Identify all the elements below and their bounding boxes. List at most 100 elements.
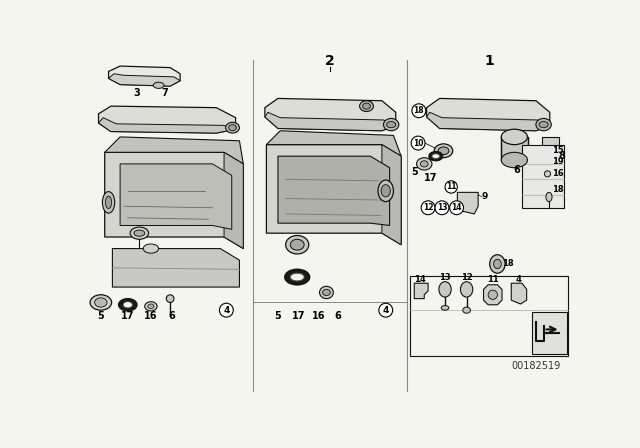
Ellipse shape — [95, 298, 107, 307]
Ellipse shape — [420, 161, 428, 167]
Polygon shape — [266, 145, 401, 245]
Text: 16: 16 — [552, 169, 563, 178]
Text: 17: 17 — [424, 173, 437, 183]
Circle shape — [421, 201, 435, 215]
Ellipse shape — [378, 180, 394, 202]
Text: 17: 17 — [292, 310, 305, 321]
Text: 11: 11 — [487, 275, 499, 284]
Polygon shape — [542, 137, 559, 152]
Text: 16: 16 — [312, 310, 326, 321]
Polygon shape — [105, 137, 243, 164]
Ellipse shape — [501, 129, 527, 145]
Polygon shape — [99, 118, 236, 133]
Ellipse shape — [545, 171, 550, 177]
Ellipse shape — [435, 144, 452, 158]
Text: 7: 7 — [161, 88, 168, 98]
Ellipse shape — [166, 295, 174, 302]
Text: 8: 8 — [559, 151, 566, 161]
Text: 14: 14 — [451, 203, 462, 212]
Circle shape — [445, 181, 458, 193]
Text: 12: 12 — [423, 203, 433, 212]
Ellipse shape — [546, 192, 552, 202]
Polygon shape — [265, 112, 396, 131]
Ellipse shape — [291, 239, 304, 250]
Ellipse shape — [493, 259, 501, 269]
Text: 18: 18 — [502, 259, 513, 268]
Ellipse shape — [387, 121, 396, 128]
Polygon shape — [120, 164, 232, 229]
Text: 4: 4 — [223, 306, 230, 314]
Polygon shape — [109, 74, 180, 86]
Polygon shape — [484, 285, 502, 305]
Text: 14: 14 — [415, 275, 426, 284]
Polygon shape — [113, 249, 239, 287]
Polygon shape — [105, 152, 243, 249]
Circle shape — [220, 303, 234, 317]
Text: 5: 5 — [275, 310, 282, 321]
Polygon shape — [265, 99, 396, 131]
Ellipse shape — [228, 125, 236, 131]
Polygon shape — [99, 106, 236, 133]
Ellipse shape — [501, 152, 527, 168]
Ellipse shape — [323, 289, 330, 296]
Circle shape — [450, 201, 463, 215]
Text: 6: 6 — [513, 165, 520, 175]
FancyBboxPatch shape — [532, 312, 566, 354]
Ellipse shape — [148, 304, 154, 309]
Text: 19: 19 — [552, 157, 563, 166]
Text: 17: 17 — [121, 310, 134, 321]
Text: 4: 4 — [516, 275, 522, 284]
Ellipse shape — [118, 299, 137, 311]
Ellipse shape — [102, 192, 115, 213]
Text: 13: 13 — [439, 273, 451, 282]
Polygon shape — [382, 145, 401, 245]
Ellipse shape — [123, 302, 132, 308]
Polygon shape — [266, 131, 401, 156]
Ellipse shape — [441, 306, 449, 310]
Polygon shape — [501, 137, 528, 160]
Text: 16: 16 — [144, 310, 157, 321]
Ellipse shape — [360, 101, 373, 112]
Text: 10: 10 — [413, 138, 423, 147]
Ellipse shape — [363, 103, 371, 109]
Ellipse shape — [463, 307, 470, 313]
Text: 6: 6 — [335, 310, 341, 321]
Polygon shape — [458, 192, 478, 214]
Text: 15: 15 — [552, 146, 563, 155]
Ellipse shape — [225, 122, 239, 133]
Text: 1: 1 — [485, 55, 495, 69]
Ellipse shape — [291, 273, 304, 281]
Ellipse shape — [488, 290, 497, 299]
Ellipse shape — [90, 295, 111, 310]
Text: 13: 13 — [436, 203, 447, 212]
Ellipse shape — [460, 282, 473, 297]
Ellipse shape — [285, 269, 310, 285]
Ellipse shape — [438, 147, 449, 155]
Text: 18: 18 — [413, 106, 424, 115]
Text: 12: 12 — [461, 273, 472, 282]
Ellipse shape — [536, 118, 551, 131]
Ellipse shape — [153, 82, 164, 88]
Polygon shape — [109, 66, 180, 86]
Text: 2: 2 — [324, 55, 335, 69]
Ellipse shape — [130, 227, 148, 239]
FancyBboxPatch shape — [522, 145, 564, 208]
Ellipse shape — [539, 121, 548, 128]
Polygon shape — [224, 152, 243, 249]
Text: 6: 6 — [168, 310, 175, 321]
Text: 9: 9 — [482, 193, 488, 202]
Text: 00182519: 00182519 — [511, 362, 561, 371]
Ellipse shape — [143, 244, 159, 253]
Text: 11: 11 — [446, 182, 456, 191]
Ellipse shape — [429, 151, 443, 161]
Text: 4: 4 — [383, 306, 389, 314]
Text: 3: 3 — [134, 88, 140, 98]
Ellipse shape — [383, 118, 399, 131]
Ellipse shape — [134, 230, 145, 236]
Ellipse shape — [432, 154, 440, 159]
Ellipse shape — [417, 158, 432, 170]
Ellipse shape — [285, 236, 308, 254]
Circle shape — [435, 201, 449, 215]
Polygon shape — [511, 283, 527, 304]
Polygon shape — [278, 156, 390, 225]
